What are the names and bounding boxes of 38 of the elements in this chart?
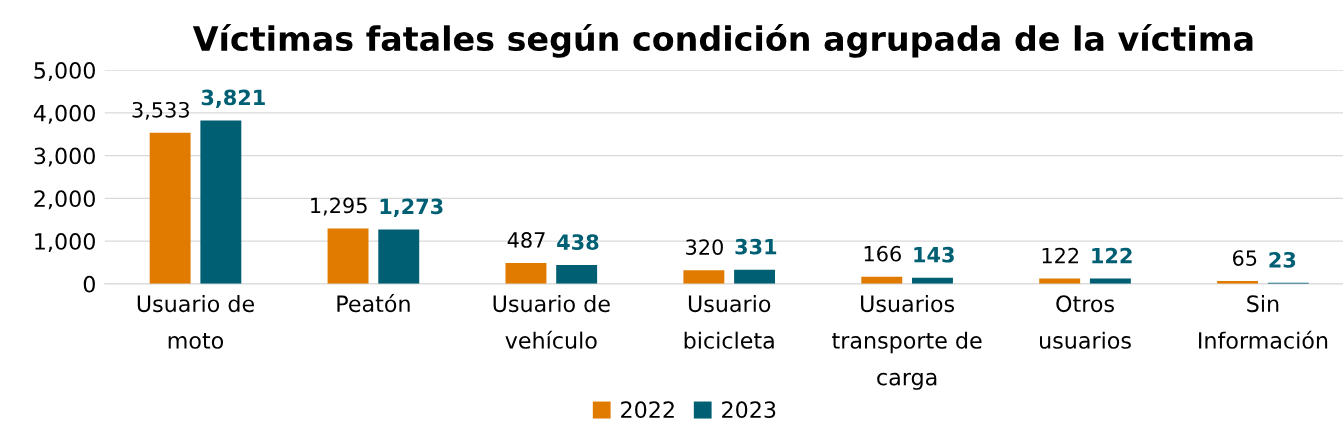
data-label: 1,273 — [380, 198, 443, 217]
data-label: 320 — [686, 239, 723, 255]
y-tick-label: 2,000 — [34, 190, 95, 210]
bar — [327, 228, 369, 284]
chart-title: Víctimas fatales según condición agrupada de la víctima — [192, 23, 1253, 58]
x-tick-label: Peatón — [337, 294, 410, 313]
data-label: 122 — [1092, 247, 1132, 264]
y-tick-label: 1,000 — [35, 233, 95, 253]
legend-label: 2023 — [722, 401, 776, 419]
bar — [149, 132, 191, 284]
x-tick-label: Usuario de vehículo — [493, 294, 610, 349]
data-label: 143 — [914, 246, 954, 263]
bar — [734, 269, 776, 284]
legend-label: 2022 — [621, 401, 674, 419]
x-tick-label: Sin Información — [1199, 294, 1328, 349]
data-label: 65 — [1232, 250, 1257, 266]
x-tick-label: Usuario de moto — [137, 294, 254, 349]
data-label: 331 — [735, 238, 777, 255]
data-label: 166 — [864, 245, 901, 262]
y-tick-label: 5,000 — [34, 62, 95, 82]
bar — [556, 265, 598, 284]
data-label: 438 — [557, 234, 599, 250]
y-tick-label: 4,000 — [33, 104, 95, 124]
x-tick-label: Usuario bicicleta — [684, 294, 774, 349]
bar — [683, 270, 725, 284]
data-label: 122 — [1042, 247, 1079, 264]
data-label: 3,533 — [132, 101, 189, 120]
data-label: 23 — [1269, 251, 1296, 268]
data-label: 487 — [507, 232, 545, 248]
bar — [200, 120, 242, 284]
data-label: 1,295 — [311, 197, 367, 216]
bar — [378, 229, 420, 284]
x-tick-label: Otros usuarios — [1040, 295, 1131, 349]
bar — [505, 263, 547, 284]
data-label: 3,821 — [201, 89, 265, 108]
x-tick-label: Usuarios transporte de carga — [832, 294, 982, 390]
y-tick-label: 0 — [83, 275, 95, 293]
y-tick-label: 3,000 — [34, 147, 95, 167]
